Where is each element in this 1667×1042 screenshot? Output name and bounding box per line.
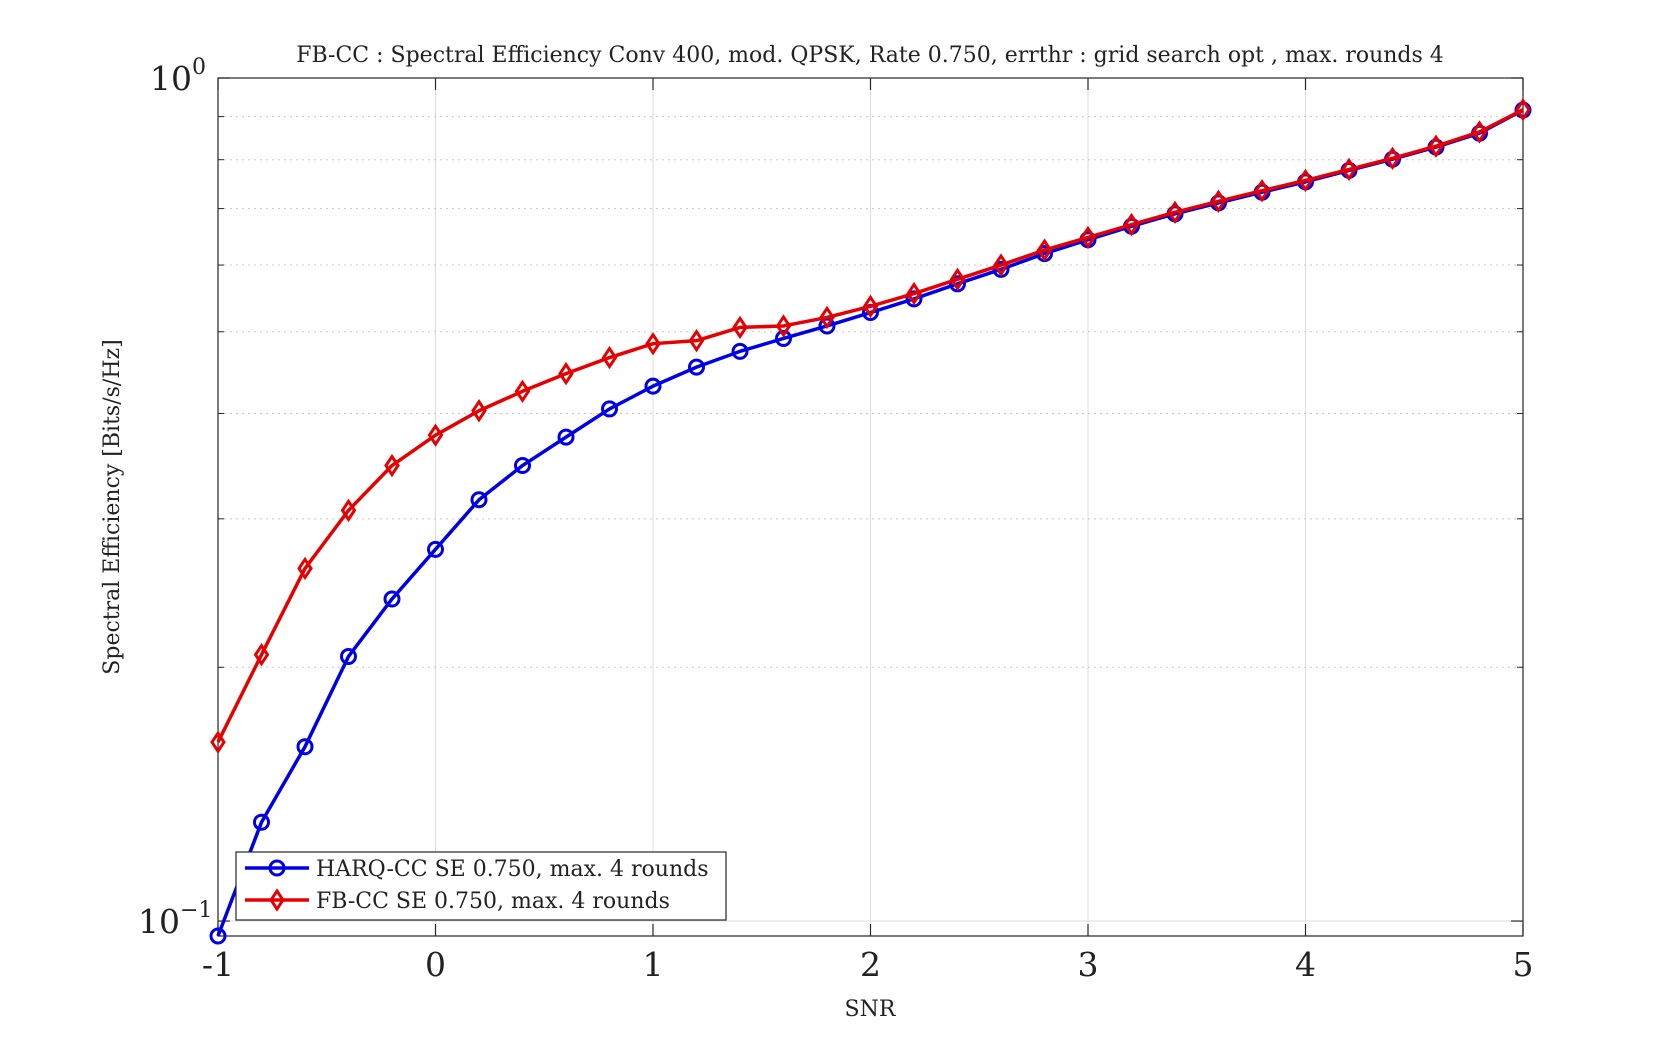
y-tick-label: 10 −1 — [138, 898, 212, 941]
data-point — [384, 453, 400, 478]
data-point — [1384, 146, 1401, 171]
data-point — [1297, 168, 1314, 193]
y-axis-label: Spectral Efficiency [Bits/s/Hz] — [100, 339, 125, 674]
data-point — [906, 281, 922, 306]
data-point — [340, 498, 357, 523]
x-tick-label: 0 — [425, 945, 446, 984]
data-point — [601, 345, 618, 370]
data-point — [1210, 189, 1227, 214]
data-point — [688, 358, 705, 376]
data-point — [340, 647, 357, 665]
data-point — [471, 399, 487, 423]
data-point — [1428, 134, 1444, 158]
y-tick-label-base: 10 — [138, 902, 180, 941]
legend-box — [235, 851, 727, 921]
x-tick-label: -1 — [202, 945, 234, 984]
data-point — [514, 457, 531, 475]
data-point — [1515, 98, 1531, 122]
legend-marker-harq — [268, 859, 286, 877]
series-layer — [209, 98, 1532, 945]
legend-entry-harq: HARQ-CC SE 0.750, max. 4 rounds — [245, 857, 709, 882]
legend-label-fbcc: FB-CC SE 0.750, max. 4 rounds — [316, 889, 670, 914]
series-1 — [210, 98, 1531, 754]
x-tick-label: 1 — [643, 945, 664, 984]
data-point — [1123, 212, 1140, 237]
data-point — [688, 328, 705, 353]
chart-title: FB-CC : Spectral Efficiency Conv 400, mo… — [296, 43, 1444, 68]
y-tick-label-base: 10 — [150, 59, 192, 98]
data-point — [993, 253, 1009, 277]
data-point — [1471, 120, 1488, 144]
data-point — [558, 361, 574, 386]
data-point — [210, 730, 226, 754]
data-point — [1167, 200, 1183, 224]
data-point — [862, 294, 879, 319]
data-point — [644, 377, 662, 395]
legend-marker-fbcc — [269, 888, 285, 912]
data-point — [731, 342, 749, 360]
legend: HARQ-CC SE 0.750, max. 4 rounds FB-CC SE… — [235, 851, 727, 921]
data-point — [253, 642, 270, 667]
data-point — [383, 590, 401, 608]
series-line-1 — [216, 108, 1524, 743]
data-point — [601, 400, 618, 418]
data-point — [1341, 157, 1357, 182]
data-point — [427, 540, 444, 558]
x-axis-label: SNR — [845, 997, 897, 1022]
data-point — [819, 305, 835, 330]
data-point — [949, 267, 966, 292]
legend-label-harq: HARQ-CC SE 0.750, max. 4 rounds — [316, 857, 709, 882]
data-point — [1080, 225, 1096, 250]
y-tick-label-exponent: 0 — [192, 55, 206, 80]
data-point — [1036, 238, 1053, 262]
y-tick-label-exponent: −1 — [180, 898, 212, 923]
data-point — [775, 329, 792, 347]
x-tick-label: 4 — [1295, 945, 1316, 984]
data-point — [645, 331, 661, 356]
data-point — [732, 315, 748, 340]
plot-frame — [217, 77, 1524, 937]
data-point — [514, 379, 531, 403]
x-tick-label: 3 — [1078, 945, 1099, 984]
data-point — [1254, 179, 1270, 203]
data-point — [296, 738, 314, 756]
data-point — [297, 556, 313, 581]
data-point — [427, 423, 444, 447]
data-point — [209, 927, 227, 945]
data-point — [470, 491, 488, 509]
data-point — [775, 314, 792, 338]
data-point — [557, 428, 575, 446]
x-tick-label: 2 — [860, 945, 881, 984]
grid — [218, 78, 1523, 936]
x-tick-label: 5 — [1513, 945, 1534, 984]
y-tick-label: 10 0 — [150, 55, 206, 98]
legend-entry-fbcc: FB-CC SE 0.750, max. 4 rounds — [245, 888, 670, 914]
data-point — [253, 813, 270, 831]
x-tick-labels: -1 0 1 2 3 4 5 — [202, 945, 1534, 984]
